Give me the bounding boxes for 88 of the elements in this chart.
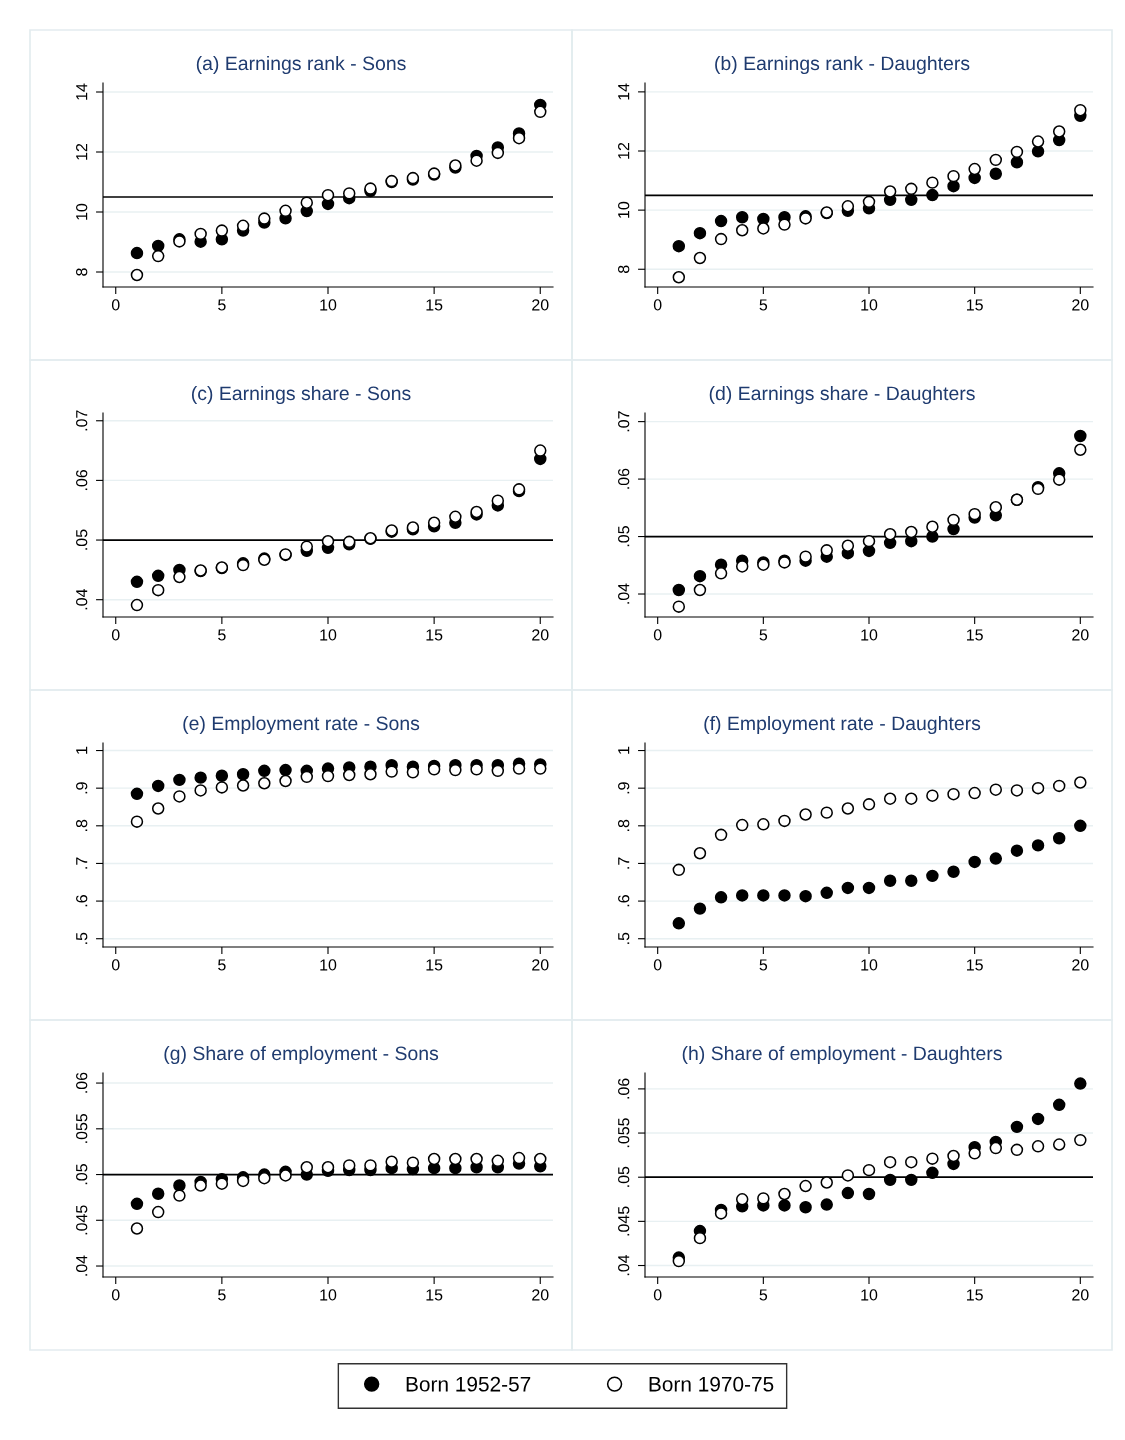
x-tick-label: 15 (426, 959, 443, 971)
y-tick-label: .5 (618, 932, 630, 944)
x-tick-label: 0 (653, 629, 662, 641)
chart-title: (h) Share of employment - Daughters (682, 1045, 1002, 1065)
y-tick-label: .6 (76, 895, 88, 907)
y-tick-label: .05 (76, 1164, 88, 1185)
legend-label: Born 1970-75 (649, 1376, 774, 1392)
y-tick-label: 1 (618, 746, 630, 754)
y-tick-label: .07 (76, 410, 88, 431)
y-tick-label: .07 (618, 411, 630, 432)
y-tick-label: 12 (618, 142, 630, 159)
x-tick-label: 15 (426, 629, 443, 641)
x-tick-label: 20 (532, 299, 549, 311)
y-tick-label: 8 (76, 268, 88, 276)
y-tick-label: .06 (618, 468, 630, 489)
chart-title: (e) Employment rate - Sons (183, 715, 420, 735)
chart-title: (d) Earnings share - Daughters (709, 385, 975, 405)
x-tick-label: 10 (320, 959, 337, 971)
y-tick-label: 10 (76, 203, 88, 220)
y-tick-label: .6 (618, 895, 630, 907)
y-tick-label: .04 (76, 589, 88, 610)
x-tick-label: 10 (861, 299, 878, 311)
y-tick-label: .05 (76, 529, 88, 550)
y-tick-label: .8 (618, 819, 630, 832)
y-tick-label: .05 (618, 526, 630, 547)
chart-title: (b) Earnings rank - Daughters (715, 55, 970, 75)
x-tick-label: 10 (320, 1289, 337, 1301)
y-tick-label: .06 (76, 470, 88, 491)
x-tick-label: 15 (426, 299, 443, 311)
x-tick-label: 20 (1072, 629, 1089, 641)
x-tick-label: 5 (759, 959, 768, 971)
y-tick-label: 12 (76, 143, 88, 160)
x-tick-label: 0 (653, 299, 662, 311)
x-tick-label: 10 (320, 299, 337, 311)
x-tick-label: 20 (532, 629, 549, 641)
x-tick-label: 5 (759, 299, 768, 311)
x-tick-label: 5 (218, 959, 226, 971)
x-tick-label: 20 (532, 1289, 549, 1301)
x-tick-label: 20 (1072, 959, 1089, 971)
chart-title: (c) Earnings share - Sons (191, 385, 411, 405)
y-tick-label: .7 (618, 857, 630, 869)
x-tick-label: 15 (967, 959, 983, 971)
legend-label: Born 1952-57 (406, 1376, 531, 1392)
y-tick-label: .06 (618, 1078, 630, 1099)
x-tick-label: 0 (111, 1289, 120, 1301)
x-tick-label: 0 (111, 299, 120, 311)
y-tick-label: .06 (76, 1072, 88, 1093)
x-tick-label: 5 (218, 299, 226, 311)
x-tick-label: 0 (111, 959, 120, 971)
chart-title: (g) Share of employment - Sons (164, 1045, 439, 1065)
x-tick-label: 5 (218, 1289, 226, 1301)
chart-title: (f) Employment rate - Daughters (704, 715, 981, 735)
y-tick-label: .045 (76, 1205, 88, 1235)
y-tick-label: .04 (76, 1255, 88, 1276)
y-tick-label: .04 (618, 1254, 630, 1276)
x-tick-label: 20 (1072, 299, 1089, 311)
x-tick-label: 20 (532, 959, 549, 971)
x-tick-label: 10 (320, 629, 337, 641)
y-tick-label: 14 (76, 83, 88, 100)
x-tick-label: 5 (218, 629, 226, 641)
x-tick-label: 5 (759, 629, 768, 641)
y-tick-label: 1 (76, 746, 88, 754)
x-tick-label: 5 (759, 1289, 768, 1301)
y-tick-label: .8 (76, 819, 88, 832)
x-tick-label: 15 (967, 299, 983, 311)
y-tick-label: .045 (618, 1206, 630, 1236)
chart-title: (a) Earnings rank - Sons (196, 55, 406, 75)
x-tick-label: 10 (861, 959, 878, 971)
y-tick-label: .9 (618, 782, 630, 794)
x-tick-label: 15 (967, 629, 983, 641)
y-tick-label: .05 (618, 1166, 630, 1187)
y-tick-label: .7 (76, 857, 88, 869)
x-tick-label: 15 (967, 1289, 983, 1301)
y-tick-label: 14 (618, 83, 630, 100)
y-tick-label: .055 (76, 1113, 88, 1143)
x-tick-label: 15 (426, 1289, 443, 1301)
y-tick-label: .04 (618, 583, 630, 604)
y-tick-label: 10 (618, 201, 630, 218)
y-tick-label: 8 (618, 265, 630, 274)
x-tick-label: 0 (111, 629, 120, 641)
y-tick-label: .9 (76, 782, 88, 794)
y-tick-label: .5 (76, 932, 88, 944)
x-tick-label: 10 (861, 1289, 878, 1301)
x-tick-label: 20 (1072, 1289, 1089, 1301)
x-tick-label: 10 (861, 629, 878, 641)
y-tick-label: .055 (618, 1118, 630, 1148)
x-tick-label: 0 (653, 959, 662, 971)
x-tick-label: 0 (653, 1289, 662, 1301)
